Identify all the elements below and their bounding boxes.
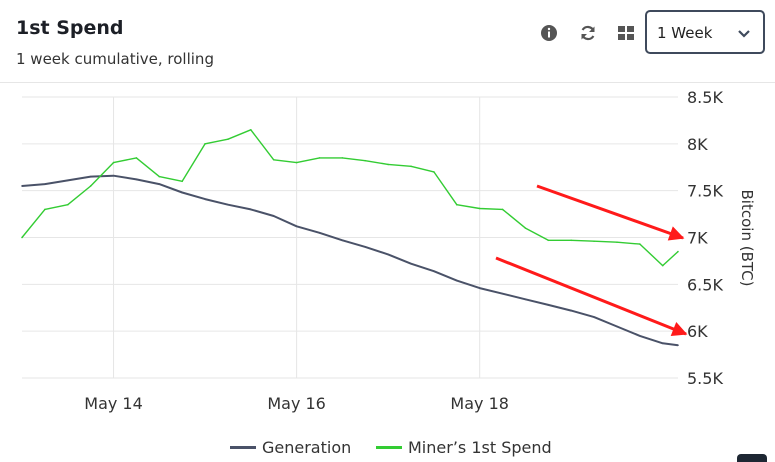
series-point <box>387 253 389 256</box>
chart-header: 1st Spend 1 week cumulative, rolling 1 W… <box>0 0 775 82</box>
series-point <box>44 208 46 211</box>
series-point <box>593 240 595 243</box>
range-select-value: 1 Week <box>657 24 713 42</box>
series-point <box>677 250 679 253</box>
chart-subtitle: 1 week cumulative, rolling <box>16 50 214 68</box>
series-point <box>410 165 412 168</box>
refresh-icon[interactable] <box>579 24 597 42</box>
series-point <box>112 174 115 177</box>
series-point <box>478 207 481 210</box>
series-point <box>112 161 115 164</box>
series-point <box>661 264 664 267</box>
series-point <box>501 292 504 295</box>
series-point <box>295 161 298 164</box>
series-point <box>204 198 206 200</box>
axes: 8.5K 8K 7.5K 7K 6.5K 6K 5.5K May 14 May 16 May 18 <box>84 88 723 413</box>
series-point <box>227 138 229 140</box>
series-point <box>181 191 183 194</box>
y-tick-label: 8K <box>687 135 708 154</box>
series-point <box>639 243 641 245</box>
info-icon[interactable] <box>540 24 558 42</box>
legend-label-miners-first-spend: Miner’s 1st Spend <box>408 437 552 457</box>
series-point <box>295 225 298 228</box>
series-point <box>677 344 679 347</box>
series-point <box>181 180 183 183</box>
series-point <box>318 157 321 159</box>
annotation-arrows <box>495 184 688 336</box>
y-tick-label: 5.5K <box>687 369 723 388</box>
series-point <box>21 236 23 239</box>
y-tick-label: 6K <box>687 322 708 341</box>
y-tick-label: 6.5K <box>687 275 723 294</box>
series-point <box>158 175 161 178</box>
series-point <box>89 185 92 187</box>
y-axis-label: Bitcoin (BTC) <box>738 190 756 287</box>
series-point <box>455 203 458 206</box>
series-point <box>227 203 229 206</box>
corner-widget[interactable] <box>737 454 767 462</box>
series-point <box>158 183 161 185</box>
series-point <box>501 208 504 211</box>
series-point <box>250 208 252 211</box>
series-point <box>661 342 664 345</box>
legend-item-miners-first-spend[interactable]: Miner’s 1st Spend <box>376 436 552 458</box>
series-point <box>639 335 641 337</box>
series-point <box>616 241 618 243</box>
series-point <box>524 298 527 301</box>
series-point <box>524 227 527 229</box>
series-point <box>364 159 367 162</box>
series-point <box>272 215 275 217</box>
series-point <box>341 239 344 242</box>
legend-label-generation: Generation <box>262 437 352 457</box>
series-point <box>433 270 435 273</box>
legend-item-generation[interactable]: Generation <box>230 436 351 458</box>
y-tick-label: 7K <box>687 229 708 248</box>
range-select[interactable]: 1 Week <box>645 10 765 54</box>
x-tick-label: May 16 <box>267 394 326 413</box>
grid-icon[interactable] <box>617 24 635 42</box>
series-line-miners-first-spend <box>21 129 679 267</box>
legend-swatch-miners-first-spend <box>376 445 402 449</box>
annotation-arrow-lower <box>495 256 688 336</box>
series-layer <box>21 128 679 347</box>
series-point <box>250 128 252 131</box>
chart-title: 1st Spend <box>16 17 124 39</box>
series-point <box>547 304 550 306</box>
series-point <box>570 309 573 312</box>
series-point <box>547 239 550 242</box>
annotation-arrow-upper <box>536 184 685 241</box>
series-point <box>455 279 458 282</box>
series-point <box>478 287 481 289</box>
series-point <box>272 158 275 161</box>
y-tick-label: 7.5K <box>687 182 723 201</box>
chevron-down-icon <box>738 30 750 38</box>
series-point <box>66 203 69 206</box>
series-point <box>89 175 92 178</box>
series-point <box>318 232 321 234</box>
series-point <box>616 325 618 328</box>
series-point <box>135 178 138 181</box>
series-point <box>410 262 412 265</box>
series-point <box>387 163 389 166</box>
y-tick-label: 8.5K <box>687 88 723 107</box>
legend-swatch-generation <box>230 445 256 449</box>
series-point <box>433 171 435 173</box>
series-point <box>570 239 573 242</box>
series-point <box>341 157 344 159</box>
series-point <box>593 316 595 318</box>
series-point <box>21 185 23 187</box>
series-line-generation <box>21 174 679 347</box>
series-point <box>135 157 138 159</box>
grid <box>22 96 678 379</box>
header-divider <box>0 82 775 83</box>
series-point <box>44 183 46 185</box>
series-point <box>364 246 367 248</box>
series-point <box>204 143 206 145</box>
series-point <box>66 179 69 182</box>
x-tick-label: May 18 <box>450 394 509 413</box>
x-tick-label: May 14 <box>84 394 143 413</box>
